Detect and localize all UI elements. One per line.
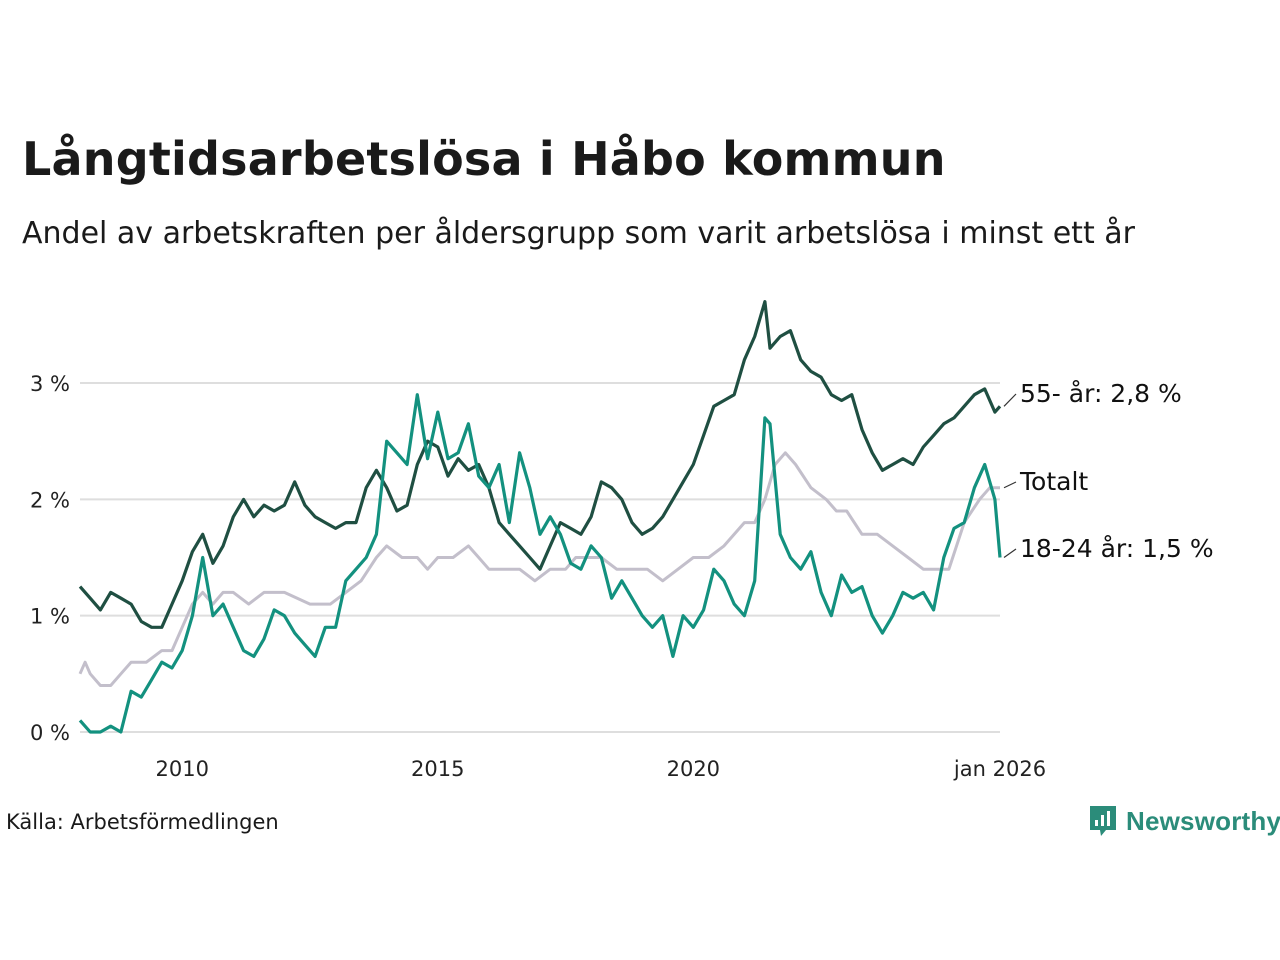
end-label-leader-age_18_24	[1003, 548, 1017, 559]
newsworthy-logo-icon	[1090, 806, 1116, 836]
end-label-leader-total	[1003, 481, 1017, 489]
x-tick-label: 2020	[667, 757, 720, 781]
x-tick-label: 2015	[411, 757, 464, 781]
series-line-age_18_24	[78, 393, 1002, 734]
x-tick-label: jan 2026	[953, 757, 1046, 781]
grid-layer: 0 % 1 % 2 % 3 % 2010 2015 2020 jan 2026	[30, 372, 1046, 781]
x-tick-label: 2010	[155, 757, 208, 781]
end-label-leader-age_55	[1003, 393, 1017, 407]
brand-logo: Newsworthy	[1088, 804, 1280, 838]
source-note: Källa: Arbetsförmedlingen	[6, 810, 279, 834]
y-tick-label: 3 %	[30, 372, 70, 396]
label-layer: Totalt 55- år: 2,8 % 18-24 år: 1,5 %	[1003, 379, 1214, 563]
series-layer	[78, 300, 1002, 734]
page-subtitle: Andel av arbetskraften per åldersgrupp s…	[22, 216, 1135, 251]
end-label-age_55: 55- år: 2,8 %	[1020, 379, 1182, 408]
end-label-age_18_24: 18-24 år: 1,5 %	[1020, 534, 1214, 563]
y-tick-label: 2 %	[30, 488, 70, 512]
series-line-age_55	[78, 300, 1002, 629]
y-tick-label: 0 %	[30, 721, 70, 745]
y-tick-label: 1 %	[30, 605, 70, 629]
end-label-total: Totalt	[1019, 467, 1088, 496]
series-line-total	[78, 451, 1000, 687]
page-title: Långtidsarbetslösa i Håbo kommun	[22, 132, 946, 186]
brand-name: Newsworthy	[1126, 805, 1280, 836]
